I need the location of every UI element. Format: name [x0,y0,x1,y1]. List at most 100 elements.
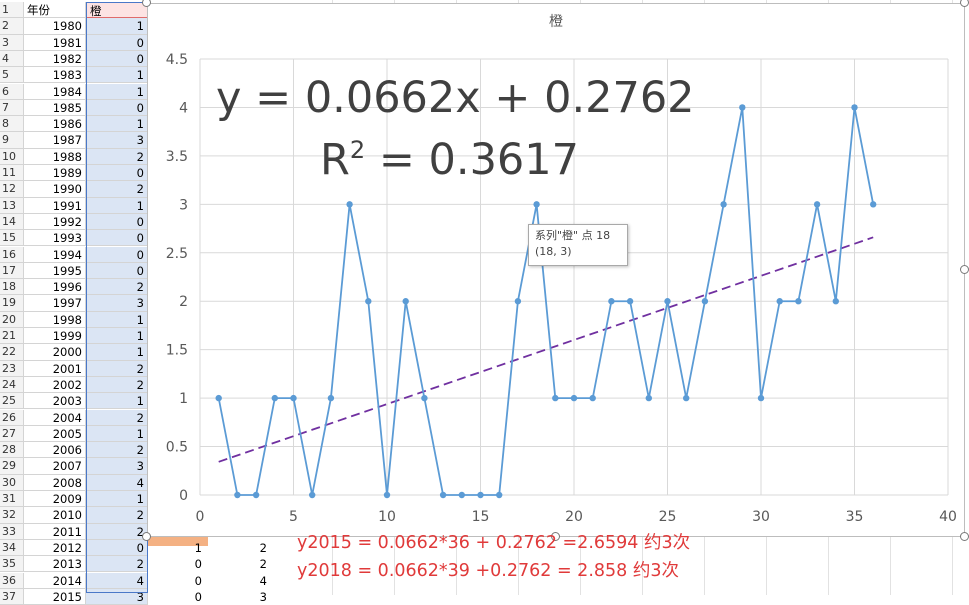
cell-orange-value[interactable]: 0 [86,246,148,263]
cell-orange-value[interactable]: 0 [86,99,148,117]
row-number[interactable]: 7 [0,99,24,117]
resize-handle[interactable] [960,265,969,274]
row-number[interactable]: 27 [0,425,24,443]
cell-year[interactable]: 1998 [24,311,86,328]
data-point[interactable] [514,298,522,305]
cell-orange-value[interactable]: 2 [86,360,148,377]
data-point[interactable] [496,491,503,499]
row-number[interactable]: 32 [0,507,24,524]
data-point[interactable] [327,394,335,402]
cell-year[interactable]: 1993 [24,230,86,247]
cell-orange-value[interactable]: 2 [86,523,148,540]
data-point[interactable] [701,298,709,305]
cell-orange-value[interactable]: 0 [86,34,148,51]
data-point[interactable] [552,394,559,402]
row-number[interactable]: 8 [0,116,24,133]
cell-year[interactable]: 1987 [24,132,86,149]
row-number[interactable]: 22 [0,344,24,361]
row-number[interactable]: 2 [0,18,24,35]
data-point[interactable] [608,298,615,305]
cell-year[interactable]: 1982 [24,50,86,68]
data-point[interactable] [776,298,783,305]
row-number[interactable]: 31 [0,491,24,508]
cell-year[interactable]: 1992 [24,213,86,231]
cell-orange-value[interactable]: 1 [86,83,148,100]
trendline-equation[interactable]: y = 0.0662x + 0.2762 [216,73,695,123]
cell-year[interactable]: 1985 [24,99,86,117]
row-number[interactable]: 34 [0,539,24,557]
cell-year[interactable]: 1990 [24,181,86,198]
data-point[interactable] [813,201,821,208]
row-number[interactable]: 16 [0,246,24,263]
cell-orange-value[interactable]: 1 [86,197,148,214]
cell-orange-value[interactable]: 1 [86,393,148,410]
cell-orange-value[interactable]: 2 [86,409,148,426]
row-number[interactable]: 3 [0,34,24,51]
cell-orange-value[interactable]: 2 [86,507,148,524]
data-point[interactable] [795,298,802,305]
cell-orange-value[interactable]: 3 [86,295,148,312]
row-number[interactable]: 4 [0,50,24,68]
data-point[interactable] [851,104,858,111]
data-point[interactable] [439,491,447,499]
row-number[interactable]: 25 [0,393,24,410]
cell-year[interactable]: 2000 [24,344,86,361]
cell-year[interactable]: 1995 [24,262,86,280]
data-point[interactable] [402,298,409,305]
row-number[interactable]: 20 [0,311,24,328]
row-number[interactable]: 26 [0,409,24,426]
r-squared-label[interactable]: R2 = 0.3617 [320,135,579,185]
cell-orange-value[interactable]: 4 [86,474,148,491]
cell-value[interactable]: 0 [194,557,202,572]
row-number[interactable]: 29 [0,458,24,475]
cell-orange-value[interactable]: 1 [86,425,148,443]
cell-year[interactable]: 2006 [24,442,86,459]
data-point[interactable] [421,394,428,402]
data-point[interactable] [664,298,671,305]
cell-year[interactable]: 2011 [24,523,86,540]
row-number[interactable]: 28 [0,442,24,459]
data-point[interactable] [570,394,578,402]
cell-year[interactable]: 2001 [24,360,86,377]
row-number[interactable]: 10 [0,148,24,165]
cell-orange-value[interactable]: 2 [86,442,148,459]
row-number[interactable]: 9 [0,132,24,149]
row-number[interactable]: 33 [0,523,24,540]
row-number[interactable]: 1 [0,2,24,19]
resize-handle[interactable] [142,532,151,541]
cell-year[interactable]: 2005 [24,425,86,443]
cell-orange-value[interactable]: 1 [86,311,148,328]
resize-handle[interactable] [551,532,560,541]
data-point[interactable] [458,491,465,499]
row-number[interactable]: 11 [0,165,24,182]
chart-area[interactable]: 橙 0 5 10 15 20 25 30 35 40 0 0.5 1 1.5 2 2.5 3 3.5 4 4.5 y… [147,3,965,537]
data-point[interactable] [309,491,316,499]
cell-orange-value[interactable]: 1 [86,328,148,345]
cell-orange-value[interactable]: 1 [86,67,148,84]
cell-value[interactable]: 0 [194,573,202,588]
row-number[interactable]: 19 [0,295,24,312]
cell-value[interactable]: 0 [194,589,202,604]
data-point[interactable] [383,491,391,499]
cell-year[interactable]: 1989 [24,165,86,182]
line-chart[interactable]: 橙 0 5 10 15 20 25 30 35 40 0 0.5 1 1.5 2 2.5 3 3.5 4 4.5 y… [148,4,964,536]
row-number[interactable]: 21 [0,328,24,345]
data-point[interactable] [252,491,260,499]
row-number[interactable]: 18 [0,279,24,296]
resize-handle[interactable] [142,0,151,7]
data-point[interactable] [739,104,746,111]
row-number[interactable]: 23 [0,360,24,377]
cell-orange-value[interactable]: 1 [86,344,148,361]
data-point[interactable] [271,394,278,402]
cell-year[interactable]: 2013 [24,556,86,573]
cell-orange-value[interactable]: 2 [86,376,148,394]
cell-orange-value[interactable]: 0 [86,165,148,182]
cell-value[interactable]: 1 [194,540,202,555]
row-number[interactable]: 15 [0,230,24,247]
cell-value[interactable]: 2 [259,557,267,572]
row-number[interactable]: 6 [0,83,24,100]
cell-orange-value[interactable]: 2 [86,181,148,198]
cell-orange-value[interactable]: 1 [86,491,148,508]
row-number[interactable]: 35 [0,556,24,573]
data-point[interactable] [346,201,353,208]
